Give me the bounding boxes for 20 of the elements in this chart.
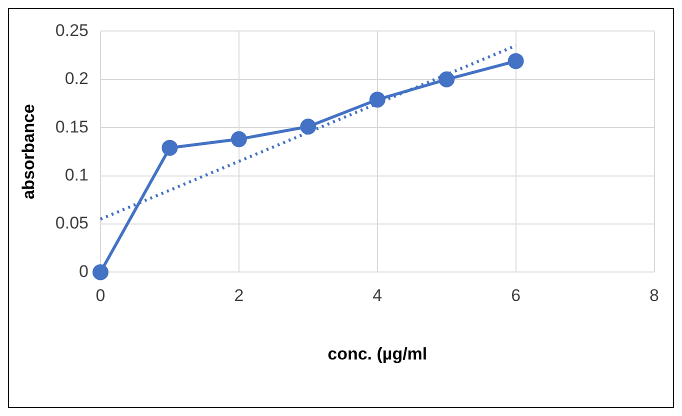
point bbox=[230, 131, 247, 148]
point bbox=[92, 264, 108, 280]
point bbox=[438, 71, 455, 88]
y-tick-label: 0.25 bbox=[55, 20, 88, 40]
x-tick-label: 0 bbox=[96, 286, 106, 306]
y-tick-label: 0.05 bbox=[55, 214, 88, 233]
y-tick-label: 0.2 bbox=[64, 69, 88, 88]
y-axis-title: absorbance bbox=[18, 104, 38, 200]
x-tick-label: 8 bbox=[650, 286, 660, 306]
x-tick-label: 4 bbox=[372, 286, 382, 306]
x-tick-label: 2 bbox=[234, 286, 244, 306]
point bbox=[300, 118, 316, 135]
y-tick-label: 0.1 bbox=[64, 165, 88, 184]
x-axis-title: conc. (µg/ml bbox=[328, 344, 428, 364]
point bbox=[369, 92, 386, 108]
y-tick-label: 0.15 bbox=[55, 117, 88, 136]
point bbox=[508, 53, 524, 70]
point bbox=[162, 140, 178, 156]
y-tick-label: 0 bbox=[79, 262, 88, 281]
x-tick-label: 6 bbox=[511, 286, 521, 306]
